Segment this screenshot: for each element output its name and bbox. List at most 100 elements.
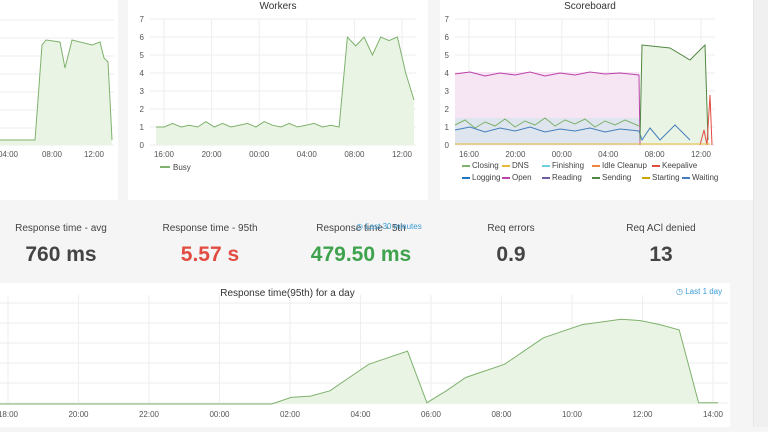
score-y-tick: 2 [445, 105, 450, 114]
day-x-tick: 04:00 [350, 410, 371, 419]
stat-value-5th: 479.50 ms [310, 243, 412, 266]
legend-label[interactable]: Open [512, 173, 532, 182]
day-x-tick: 06:00 [421, 410, 442, 419]
workers-y-tick: 0 [140, 141, 145, 150]
workers-title: Workers [259, 1, 297, 12]
scoreboard-panel: Scoreboard 0 1 2 3 4 5 6 7 16:00 20:00 00:00 04:00… [440, 0, 754, 200]
left-panel-line [0, 39, 113, 141]
scoreboard-sending-line [639, 43, 709, 141]
workers-x-tick: 12:00 [392, 150, 413, 159]
stat-value-95th: 5.57 s [180, 243, 240, 266]
left-x-tick-0: 04:00 [0, 150, 19, 159]
score-x-tick: 12:00 [691, 150, 712, 159]
legend-label[interactable]: Finishing [552, 161, 584, 170]
left-x-tick-2: 12:00 [84, 150, 105, 159]
score-y-tick: 0 [445, 141, 450, 150]
legend-label[interactable]: Logging [472, 173, 500, 182]
day-x-tick: 14:00 [703, 410, 724, 419]
legend-swatch [502, 165, 510, 167]
legend-label[interactable]: Waiting [692, 173, 718, 182]
legend-swatch [542, 177, 550, 179]
last-1-day-label: Last 1 day [685, 287, 723, 296]
legend-label[interactable]: Idle Cleanup [602, 161, 647, 170]
scoreboard-open-line [454, 71, 641, 146]
legend-swatch [592, 165, 600, 167]
last-1-day-badge[interactable]: ◷ Last 1 day [676, 287, 722, 296]
workers-x-tick: 20:00 [202, 150, 223, 159]
legend-label[interactable]: Reading [552, 173, 582, 182]
day-x-tick: 00:00 [209, 410, 230, 419]
workers-y-tick: 7 [140, 15, 145, 24]
scoreboard-sending-area [640, 45, 710, 145]
legend-swatch [592, 177, 600, 179]
workers-y-tick: 1 [140, 123, 145, 132]
legend-label[interactable]: Keepalive [662, 161, 698, 170]
workers-y-tick: 6 [140, 33, 145, 42]
left-panel: 04:00 08:00 12:00 [0, 0, 118, 200]
scoreboard-title: Scoreboard [564, 1, 616, 12]
score-y-tick: 1 [445, 123, 450, 132]
legend-swatch [462, 165, 470, 167]
workers-x-tick: 00:00 [249, 150, 270, 159]
score-x-tick: 20:00 [505, 150, 526, 159]
day-x-tick: 02:00 [280, 410, 301, 419]
workers-panel: Workers 0 1 2 3 4 5 6 7 16:00 20:00 00:00 04:00 08:… [128, 0, 428, 200]
legend-label[interactable]: Closing [472, 161, 499, 170]
score-y-tick: 5 [445, 51, 450, 60]
score-x-tick: 16:00 [459, 150, 480, 159]
workers-x-tick: 16:00 [154, 150, 175, 159]
page-scrollbar[interactable] [753, 0, 768, 427]
stat-value-errors: 0.9 [496, 243, 526, 266]
score-y-tick: 6 [445, 33, 450, 42]
legend-label[interactable]: Sending [602, 173, 631, 182]
scoreboard-closing-line [454, 117, 640, 129]
legend-swatch [652, 165, 660, 167]
day-x-tick: 22:00 [139, 410, 160, 419]
score-x-tick: 00:00 [552, 150, 573, 159]
stat-label-acl: Req ACl denied [626, 223, 696, 234]
score-y-tick: 3 [445, 87, 450, 96]
clock-icon: ◷ [356, 222, 363, 231]
clock-icon: ◷ [676, 287, 683, 296]
legend-busy-label[interactable]: Busy [173, 163, 191, 172]
left-panel-area [0, 40, 112, 145]
stat-label-errors: Req errors [487, 223, 535, 234]
legend-label[interactable]: Starting [652, 173, 680, 182]
score-x-tick: 04:00 [598, 150, 619, 159]
workers-x-tick: 08:00 [344, 150, 365, 159]
legend-label[interactable]: DNS [512, 161, 529, 170]
score-y-tick: 4 [445, 69, 450, 78]
stat-label-avg: Response time - avg [15, 223, 107, 234]
stat-value-acl: 13 [649, 243, 673, 266]
legend-swatch [642, 177, 650, 179]
response-day-panel: Response time(95th) for a day ◷ Last 1 d… [0, 283, 730, 427]
workers-y-tick: 3 [140, 87, 145, 96]
day-x-tick: 10:00 [562, 410, 583, 419]
stat-value-avg: 760 ms [25, 243, 97, 266]
legend-busy-swatch [160, 166, 170, 168]
stat-label-5th: Response time - 5th [316, 223, 406, 234]
workers-y-tick: 2 [140, 105, 145, 114]
score-x-tick: 08:00 [645, 150, 666, 159]
workers-busy-area [156, 37, 414, 145]
workers-y-tick: 4 [140, 69, 145, 78]
score-y-tick: 7 [445, 15, 450, 24]
last-30-minutes-badge[interactable]: ◷ Last 30 minutes [356, 222, 422, 231]
day-x-tick: 12:00 [632, 410, 653, 419]
left-panel-chart: 04:00 08:00 12:00 [0, 19, 114, 159]
response-day-chart: 18:00 20:00 22:00 00:00 02:00 04:00 06:00 08:00… [0, 295, 728, 419]
legend-swatch [462, 177, 470, 179]
last-30-minutes-label: Last 30 minutes [365, 222, 422, 231]
day-x-tick: 20:00 [68, 410, 89, 419]
response-day-line [0, 318, 718, 405]
workers-busy-line [156, 35, 415, 128]
stat-label-95th: Response time - 95th [162, 223, 258, 234]
workers-x-tick: 04:00 [297, 150, 318, 159]
scoreboard-keepalive-line [699, 94, 713, 146]
scoreboard-reading-line [454, 124, 691, 142]
response-day-area [0, 319, 718, 404]
day-x-tick: 08:00 [491, 410, 512, 419]
left-x-tick-1: 08:00 [42, 150, 63, 159]
